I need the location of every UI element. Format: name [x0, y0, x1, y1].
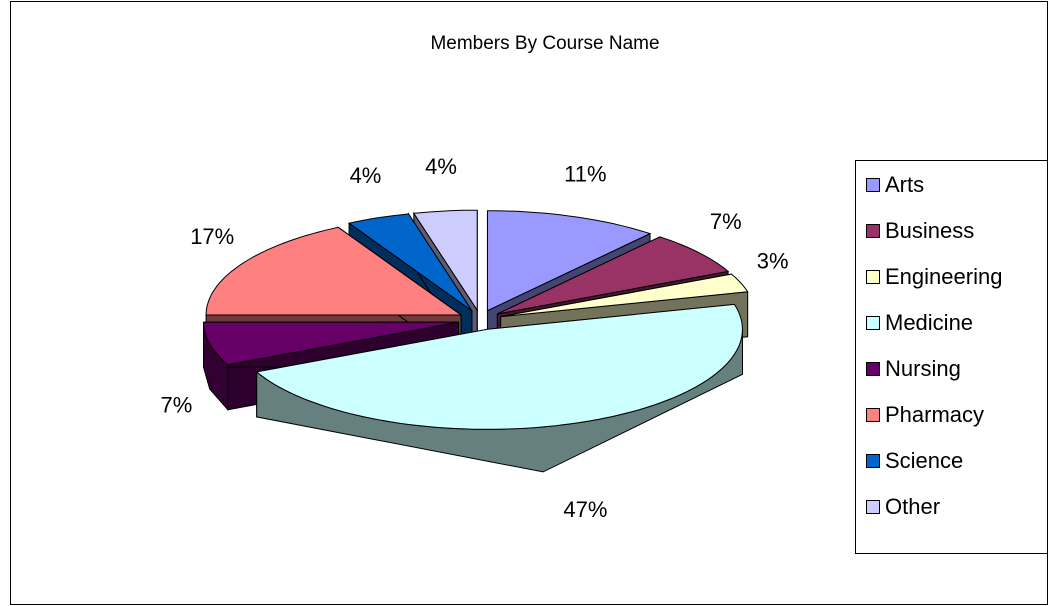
legend-swatch — [866, 316, 880, 330]
slice-top — [205, 226, 463, 316]
data-label: 7% — [710, 209, 742, 234]
slice-top — [255, 303, 743, 430]
data-label: 4% — [350, 163, 382, 188]
legend-label: Nursing — [885, 356, 961, 381]
legend-label: Pharmacy — [885, 402, 984, 427]
legend-label: Business — [885, 218, 974, 243]
legend-label: Arts — [885, 172, 924, 197]
legend-label: Science — [885, 448, 963, 473]
slice-top — [500, 273, 749, 318]
legend-label: Other — [885, 494, 940, 519]
legend-swatch — [866, 408, 880, 422]
slice-top — [347, 213, 473, 312]
slice-top — [497, 236, 730, 315]
data-label: 17% — [190, 224, 234, 249]
chart-title: Members By Course Name — [430, 33, 659, 54]
legend-swatch — [866, 224, 880, 238]
legend — [855, 160, 1048, 554]
legend-swatch — [866, 500, 880, 514]
data-label: 3% — [757, 249, 789, 274]
data-label: 47% — [563, 497, 607, 522]
data-label: 11% — [564, 161, 606, 186]
slice-top — [486, 210, 652, 312]
legend-swatch — [866, 454, 880, 468]
slice-top — [202, 321, 459, 366]
legend-label: Engineering — [885, 264, 1002, 289]
data-label: 4% — [425, 154, 457, 179]
legend-swatch — [866, 178, 880, 192]
legend-swatch — [866, 362, 880, 376]
slice-top — [412, 209, 478, 312]
data-label: 7% — [160, 392, 192, 417]
legend-label: Medicine — [885, 310, 973, 335]
legend-swatch — [866, 270, 880, 284]
pie-slice — [255, 303, 743, 473]
